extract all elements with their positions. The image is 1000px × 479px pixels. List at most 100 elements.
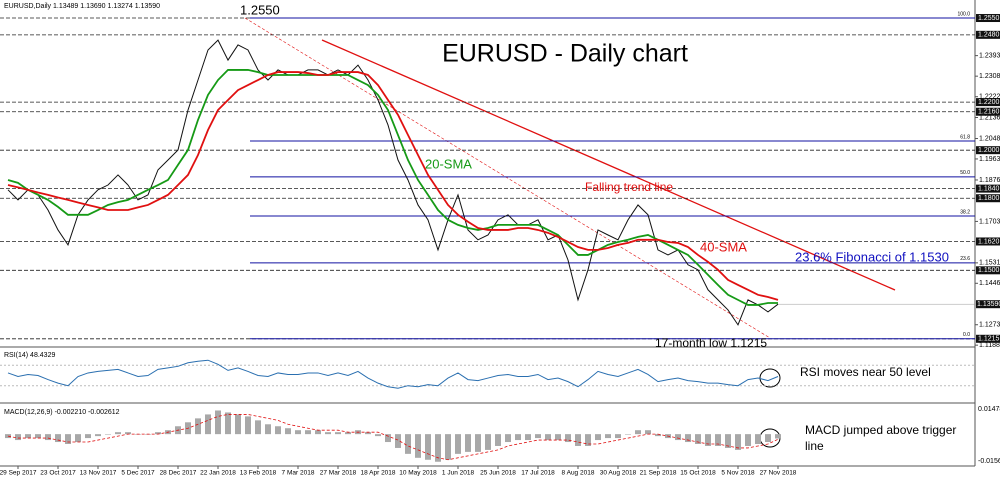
macd-title: MACD(12,26,9) -0.002210 -0.002612 bbox=[4, 409, 120, 416]
y-tick-label: 1.19635 bbox=[979, 156, 1000, 163]
macd-bar bbox=[735, 434, 741, 450]
x-tick-label: 1 Jun 2018 bbox=[442, 470, 475, 477]
x-tick-label: 23 Oct 2017 bbox=[40, 470, 76, 477]
x-tick-label: 7 Mar 2018 bbox=[282, 470, 315, 477]
level-label: 1.2000 bbox=[978, 147, 1000, 154]
macd-bar bbox=[555, 434, 561, 441]
x-tick-label: 25 Jun 2018 bbox=[480, 470, 516, 477]
macd-bar bbox=[235, 414, 241, 435]
y-tick-label: 1.18760 bbox=[979, 177, 1000, 184]
x-tick-label: 15 Oct 2018 bbox=[680, 470, 716, 477]
price-line bbox=[7, 39, 779, 326]
macd-bar bbox=[255, 420, 261, 435]
macd-bar bbox=[45, 434, 51, 441]
macd-bar bbox=[375, 434, 381, 437]
annotation: MACD jumped above trigger bbox=[805, 423, 956, 437]
level-label: 1.2550 bbox=[978, 15, 1000, 22]
level-box bbox=[976, 30, 1000, 39]
level-box bbox=[976, 14, 1000, 23]
macd-bar bbox=[625, 434, 631, 435]
y-tick-label: 1.17035 bbox=[979, 218, 1000, 225]
macd-bar bbox=[435, 434, 441, 462]
fib-label: 23.6 bbox=[960, 256, 970, 262]
level-label: 1.1215 bbox=[978, 336, 1000, 343]
level-box bbox=[976, 146, 1000, 155]
macd-bar bbox=[425, 434, 431, 460]
macd-bar bbox=[35, 434, 41, 439]
macd-tick-label: -0.01565 bbox=[978, 458, 1000, 465]
macd-bar bbox=[225, 412, 231, 435]
x-tick-label: 13 Nov 2017 bbox=[80, 470, 117, 477]
macd-bar bbox=[335, 432, 341, 435]
macd-bar bbox=[695, 434, 701, 445]
rsi-title: RSI(14) 48.4329 bbox=[4, 352, 55, 359]
macd-bar bbox=[95, 434, 101, 437]
level-box bbox=[976, 107, 1000, 116]
level-box bbox=[976, 194, 1000, 203]
macd-bar bbox=[125, 432, 131, 435]
macd-bar bbox=[705, 434, 711, 446]
y-tick-label: 1.20485 bbox=[979, 135, 1000, 142]
macd-bar bbox=[365, 432, 371, 435]
level-label: 1.1500 bbox=[978, 267, 1000, 274]
fib-label: 100.0 bbox=[957, 11, 970, 17]
fib-label: 61.8 bbox=[960, 134, 970, 140]
level-box bbox=[976, 266, 1000, 275]
chart-title: EURUSD - Daily chart bbox=[442, 40, 688, 68]
macd-bar bbox=[755, 434, 761, 445]
x-tick-label: 22 Jan 2018 bbox=[200, 470, 236, 477]
macd-bar bbox=[205, 414, 211, 435]
x-tick-label: 27 Nov 2018 bbox=[760, 470, 797, 477]
x-tick-label: 17 Jul 2018 bbox=[521, 470, 555, 477]
x-tick-label: 29 Sep 2017 bbox=[0, 470, 37, 477]
annotation: 1.2550 bbox=[240, 2, 280, 17]
macd-bar bbox=[485, 434, 491, 450]
macd-bar bbox=[525, 434, 531, 441]
y-tick-label: 1.12735 bbox=[979, 322, 1000, 329]
macd-bar bbox=[595, 434, 601, 441]
macd-bar bbox=[605, 434, 611, 439]
channel-line bbox=[244, 17, 771, 339]
x-tick-label: 21 Sep 2018 bbox=[640, 470, 677, 477]
macd-bar bbox=[325, 432, 331, 435]
sma-label: 40-SMA bbox=[700, 239, 747, 254]
annotation: 17-month low 1.1215 bbox=[655, 336, 767, 350]
y-tick-label: 1.11885 bbox=[979, 342, 1000, 349]
macd-bar bbox=[315, 430, 321, 435]
macd-bar bbox=[65, 434, 71, 445]
macd-bar bbox=[285, 428, 291, 435]
macd-bar bbox=[775, 434, 781, 439]
annotation: RSI moves near 50 level bbox=[800, 365, 931, 379]
last-price-label: 1.13590 bbox=[977, 301, 1000, 308]
macd-bar bbox=[155, 432, 161, 435]
fib-label: 0.0 bbox=[963, 332, 970, 338]
y-tick-label: 1.15310 bbox=[979, 260, 1000, 267]
macd-bar bbox=[15, 434, 21, 441]
macd-bar bbox=[405, 434, 411, 454]
x-tick-label: 5 Dec 2017 bbox=[121, 470, 155, 477]
macd-bar bbox=[575, 434, 581, 446]
last-price-box bbox=[976, 300, 1000, 309]
level-label: 1.1840 bbox=[978, 185, 1000, 192]
level-box bbox=[976, 237, 1000, 246]
macd-bar bbox=[675, 434, 681, 441]
macd-bar bbox=[505, 434, 511, 443]
level-label: 1.2160 bbox=[978, 109, 1000, 116]
sma-line bbox=[7, 69, 778, 306]
header: EURUSD,Daily 1.13489 1.13690 1.13274 1.1… bbox=[4, 3, 160, 10]
annotation: 23.6% Fibonacci of 1.1530 bbox=[795, 249, 949, 264]
annotation: Falling trend line bbox=[585, 180, 673, 194]
x-tick-label: 28 Dec 2017 bbox=[160, 470, 197, 477]
macd-bar bbox=[295, 430, 301, 435]
macd-bar bbox=[195, 418, 201, 435]
x-tick-label: 27 Mar 2018 bbox=[320, 470, 357, 477]
macd-bar bbox=[515, 434, 521, 441]
y-tick-label: 1.21360 bbox=[979, 114, 1000, 121]
level-box bbox=[976, 184, 1000, 193]
x-tick-label: 10 May 2018 bbox=[399, 470, 437, 477]
x-tick-label: 30 Aug 2018 bbox=[600, 470, 637, 477]
fib-label: 38.2 bbox=[960, 209, 970, 215]
macd-bar bbox=[585, 434, 591, 446]
y-tick-label: 1.2308 bbox=[979, 73, 1000, 80]
